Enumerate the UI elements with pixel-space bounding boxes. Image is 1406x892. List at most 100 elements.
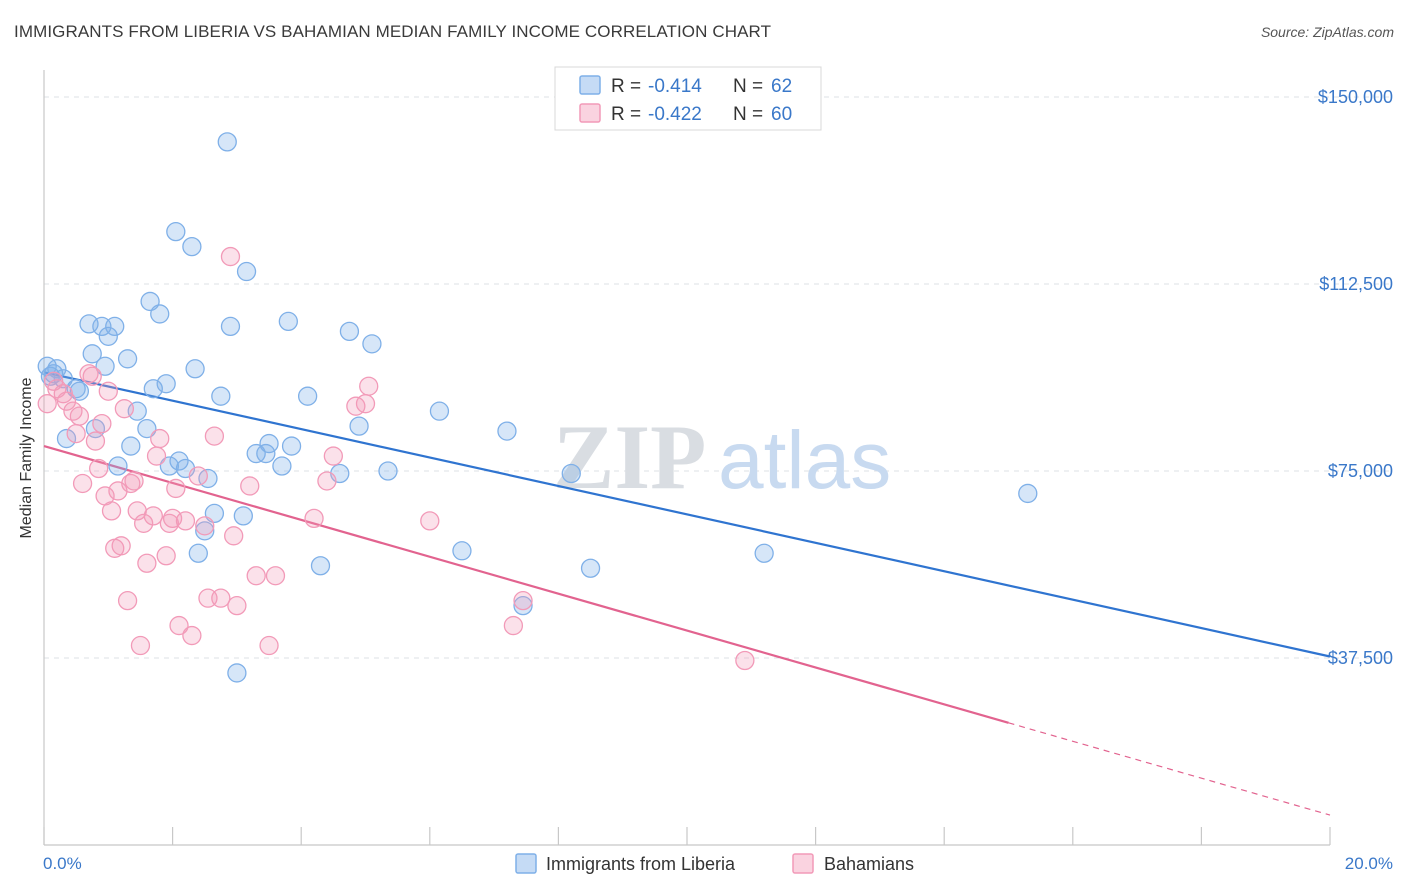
point-liberia-47 xyxy=(310,556,331,576)
point-liberia-42 xyxy=(259,433,279,454)
point-liberia-30 xyxy=(188,543,208,563)
point-bahamians-44 xyxy=(224,526,244,546)
point-bahamians-16 xyxy=(101,501,122,521)
x-tick-label-0: 0.0% xyxy=(43,854,82,873)
point-bahamians-59 xyxy=(735,650,755,671)
point-bahamians-49 xyxy=(265,566,286,586)
point-bahamians-7 xyxy=(69,406,90,426)
point-bahamians-51 xyxy=(317,471,337,491)
point-bahamians-19 xyxy=(111,536,131,556)
point-bahamians-48 xyxy=(259,635,279,656)
point-bahamians-57 xyxy=(503,615,524,636)
point-liberia-14 xyxy=(105,316,125,337)
point-bahamians-8 xyxy=(72,473,93,494)
watermark: ZIP atlas xyxy=(553,406,891,508)
point-liberia-15 xyxy=(108,456,128,476)
legend: R = -0.414 N = 62 R = -0.422 N = 60 xyxy=(554,66,822,131)
point-liberia-50 xyxy=(349,416,369,436)
point-liberia-28 xyxy=(182,236,202,257)
point-bahamians-11 xyxy=(85,431,106,451)
point-liberia-25 xyxy=(166,221,186,242)
bottom-legend-label-bahamians: Bahamians xyxy=(824,854,914,874)
point-bahamians-42 xyxy=(211,588,231,608)
point-liberia-54 xyxy=(452,541,472,561)
point-bahamians-30 xyxy=(150,428,170,449)
watermark-atlas: atlas xyxy=(718,415,891,506)
bottom-legend-swatch-bahamians xyxy=(792,853,814,874)
point-bahamians-26 xyxy=(134,513,154,534)
point-liberia-22 xyxy=(150,304,170,324)
y-tick-label-0: $37,500 xyxy=(1328,648,1393,668)
legend-r-label-2: R = xyxy=(611,104,641,125)
point-bahamians-38 xyxy=(188,466,208,486)
point-bahamians-46 xyxy=(240,476,260,496)
point-bahamians-0 xyxy=(37,394,57,414)
bottom-legend: Immigrants from Liberia Bahamians xyxy=(515,853,914,874)
point-liberia-58 xyxy=(580,558,601,578)
point-liberia-46 xyxy=(297,386,318,406)
legend-r-value-1: -0.414 xyxy=(648,76,702,97)
point-bahamians-47 xyxy=(246,566,266,586)
point-bahamians-55 xyxy=(359,376,379,396)
point-liberia-7 xyxy=(69,381,90,401)
point-bahamians-41 xyxy=(204,426,225,446)
legend-n-value-1: 62 xyxy=(771,76,792,97)
y-tick-label-3: $150,000 xyxy=(1318,87,1393,107)
trend-line-bahamians xyxy=(43,445,1009,724)
point-bahamians-4 xyxy=(56,391,77,411)
x-tick-label-1: 20.0% xyxy=(1345,854,1393,873)
point-bahamians-39 xyxy=(195,516,215,536)
point-liberia-43 xyxy=(272,456,292,476)
point-bahamians-6 xyxy=(66,423,86,444)
point-liberia-53 xyxy=(429,401,450,421)
point-liberia-34 xyxy=(211,386,231,406)
point-bahamians-36 xyxy=(175,511,196,531)
point-liberia-37 xyxy=(227,663,247,683)
point-liberia-29 xyxy=(185,359,205,379)
point-liberia-16 xyxy=(117,349,138,369)
point-bahamians-25 xyxy=(130,635,151,656)
point-liberia-5 xyxy=(56,428,77,449)
point-liberia-9 xyxy=(82,344,102,364)
y-tick-label-1: $75,000 xyxy=(1328,461,1393,481)
trend-line-bahamians-dashed xyxy=(1008,722,1331,816)
point-bahamians-31 xyxy=(156,546,176,566)
point-bahamians-43 xyxy=(220,246,241,267)
point-liberia-49 xyxy=(339,321,360,342)
point-bahamians-52 xyxy=(323,446,344,466)
bottom-legend-label-liberia: Immigrants from Liberia xyxy=(546,854,736,874)
point-bahamians-27 xyxy=(137,553,157,573)
point-bahamians-9 xyxy=(79,364,99,384)
point-bahamians-22 xyxy=(121,473,141,494)
point-bahamians-34 xyxy=(166,478,186,499)
legend-n-value-2: 60 xyxy=(771,104,792,125)
point-liberia-57 xyxy=(561,463,581,484)
y-tick-labels: $37,500 $75,000 $112,500 $150,000 xyxy=(1318,87,1393,668)
point-liberia-36 xyxy=(220,316,241,337)
point-bahamians-37 xyxy=(182,625,202,646)
point-bahamians-15 xyxy=(98,381,118,401)
point-bahamians-54 xyxy=(355,394,376,414)
point-liberia-55 xyxy=(497,421,517,441)
trend-lines xyxy=(43,371,1331,816)
point-liberia-13 xyxy=(98,326,118,347)
point-liberia-17 xyxy=(121,436,141,456)
point-bahamians-28 xyxy=(143,506,163,526)
point-bahamians-58 xyxy=(513,591,533,611)
point-bahamians-21 xyxy=(117,591,138,611)
point-liberia-23 xyxy=(156,374,176,394)
legend-swatch-bahamians xyxy=(579,103,601,123)
point-bahamians-10 xyxy=(82,366,102,386)
point-liberia-24 xyxy=(159,456,180,476)
point-liberia-38 xyxy=(233,506,253,526)
point-bahamians-56 xyxy=(420,511,440,531)
point-liberia-56 xyxy=(513,595,533,616)
axes xyxy=(43,70,1331,846)
point-liberia-44 xyxy=(278,311,298,332)
point-liberia-39 xyxy=(236,261,257,282)
point-liberia-52 xyxy=(378,461,398,481)
point-bahamians-50 xyxy=(304,508,324,529)
point-bahamians-29 xyxy=(146,446,167,466)
y-axis-title: Median Family Income xyxy=(18,377,35,538)
